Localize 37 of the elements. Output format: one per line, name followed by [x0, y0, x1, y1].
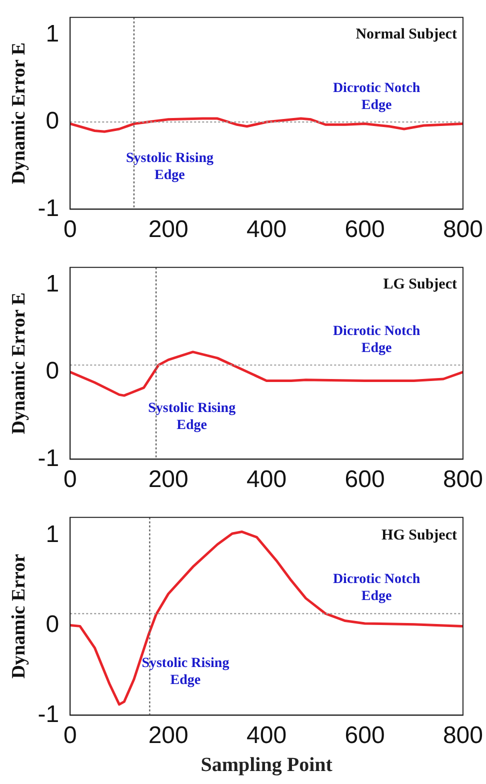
x-tick-label: 600	[344, 466, 385, 494]
x-tick-label: 800	[442, 216, 483, 244]
text: LG Subject	[383, 276, 457, 293]
x-tick-label: 0	[63, 216, 77, 244]
y-tick-label: 0	[46, 358, 60, 385]
y-axis-title: Dynamic Error	[8, 553, 30, 679]
x-tick-label: 800	[442, 466, 483, 494]
y-tick-label: 1	[46, 521, 60, 548]
y-tick-label: 0	[46, 108, 60, 135]
x-tick-label: 400	[246, 722, 287, 750]
ref-line-label: Systolic Rising Edge	[148, 401, 236, 434]
y-axis-title: Dynamic Error E	[8, 42, 30, 184]
text: HG Subject	[382, 527, 457, 544]
y-tick-label: -1	[38, 444, 60, 472]
x-tick-label: 200	[148, 466, 188, 494]
ref-line-label: Dicrotic Notch Edge	[332, 572, 420, 604]
x-axis-title: Sampling Point	[200, 754, 333, 776]
x-tick-label: 0	[63, 722, 77, 750]
x-tick-label: 400	[246, 466, 287, 494]
x-tick-label: 600	[344, 722, 385, 750]
y-axis-title: Dynamic Error E	[8, 292, 30, 434]
x-tick-label: 800	[442, 722, 483, 750]
y-tick-label: 0	[46, 610, 60, 638]
x-tick-label: 200	[148, 216, 188, 244]
y-tick-label: 1	[46, 20, 60, 48]
x-tick-label: 400	[246, 216, 287, 244]
y-tick-label: -1	[38, 700, 60, 728]
x-tick-label: 600	[344, 216, 385, 244]
y-tick-label: 1	[46, 270, 60, 298]
x-tick-label: 0	[63, 466, 77, 494]
x-tick-label: 200	[148, 722, 188, 750]
ref-line-label: Dicrotic Notch Edge	[332, 324, 420, 356]
ref-line-label: Systolic Rising Edge	[142, 656, 230, 688]
y-tick-label: -1	[38, 194, 60, 222]
ref-line-label: Systolic Rising Edge	[126, 151, 214, 184]
ref-line-label: Dicrotic Notch Edge	[332, 81, 420, 114]
text: Normal Subject	[356, 26, 457, 43]
